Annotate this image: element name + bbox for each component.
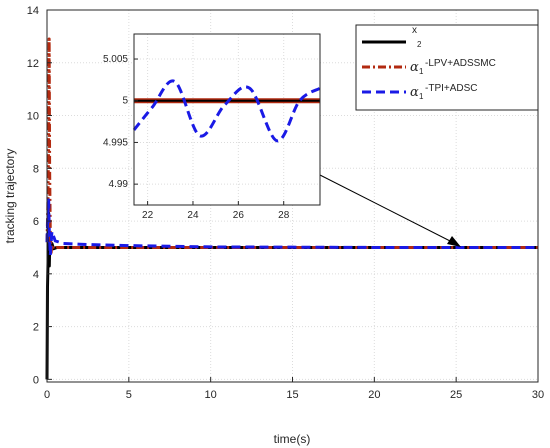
legend-sub-x2: 2 [417,40,422,49]
y-tick-label: 2 [33,322,39,334]
y-tick-label: 8 [33,163,39,175]
y-tick-label: 6 [33,216,39,228]
inset-y-tick-label: 5 [122,96,128,107]
inset-x-tick-label: 28 [278,210,290,221]
inset-series-line-3 [132,79,321,143]
y-tick-label: 4 [33,269,39,281]
inset-frame [133,33,321,206]
x-tick-label: 5 [126,389,132,401]
inset-x-tick-labels: 22 24 26 28 [142,201,290,221]
y-tick-label: 0 [33,374,39,386]
inset-y-tick-label: 5.005 [103,54,128,65]
y-axis-label: tracking trajectory [3,149,17,244]
x-tick-label: 10 [205,389,217,401]
inset-x-tick-label: 26 [233,210,245,221]
inset-x-tick-label: 22 [142,210,154,221]
legend-sub-lpv: 1 [419,67,424,76]
inset-x-tick-label: 24 [187,210,199,221]
legend-label-x2: x [412,25,417,36]
legend-box [355,24,539,111]
x-tick-labels: 0 5 10 15 20 25 30 [44,377,544,401]
legend-symbol-tpi: α [410,85,419,100]
x-tick-label: 0 [44,389,50,401]
legend-symbol-lpv: α [410,60,419,75]
inset-y-tick-labels: 4.99 4.995 5 5.005 [103,54,138,190]
x-tick-label: 25 [450,389,462,401]
x-tick-label: 15 [286,389,298,401]
inset-y-tick-label: 4.99 [109,179,129,190]
y-tick-label: 12 [27,58,39,70]
zoom-arrow-head [447,236,461,247]
zoom-arrow-line [317,173,455,244]
inset-area [133,33,321,206]
x-axis-label: time(s) [274,432,311,446]
legend-label-tpi: -TPI+ADSC [425,83,478,94]
inset-series [132,79,321,143]
y-tick-label: 14 [27,5,39,17]
y-tick-labels: 0 2 4 6 8 10 12 14 [27,5,52,386]
legend: x 2 α 1 -LPV+ADSSMC α 1 -TPI+ADSC [355,24,539,111]
legend-sub-tpi: 1 [419,92,424,101]
inset-y-tick-label: 4.995 [103,137,128,148]
legend-label-lpv: -LPV+ADSSMC [425,58,496,69]
y-tick-label: 10 [27,111,39,123]
x-tick-label: 30 [532,389,544,401]
x-tick-label: 20 [368,389,380,401]
